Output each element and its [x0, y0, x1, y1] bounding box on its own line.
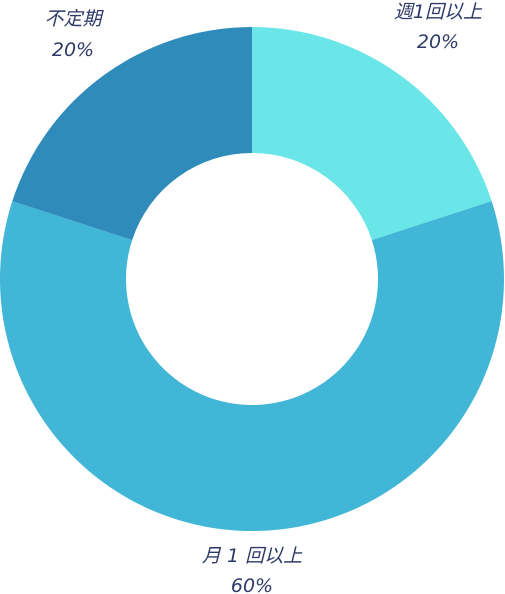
slice-value-label-1: 60% [231, 575, 273, 594]
slice-label-2: 不定期 [44, 8, 104, 30]
slice-1 [0, 201, 504, 532]
chart-labels: 週1回以上 20% 月 1 回以上 60% 不定期 20% [44, 1, 483, 594]
slice-2 [12, 27, 253, 241]
chart-slices [0, 27, 504, 532]
slice-value-label-0: 20% [417, 31, 459, 53]
slice-label-0: 週1回以上 [394, 1, 483, 23]
slice-label-1: 月 1 回以上 [202, 545, 303, 567]
slice-value-label-2: 20% [52, 39, 94, 61]
slice-0 [252, 27, 492, 241]
